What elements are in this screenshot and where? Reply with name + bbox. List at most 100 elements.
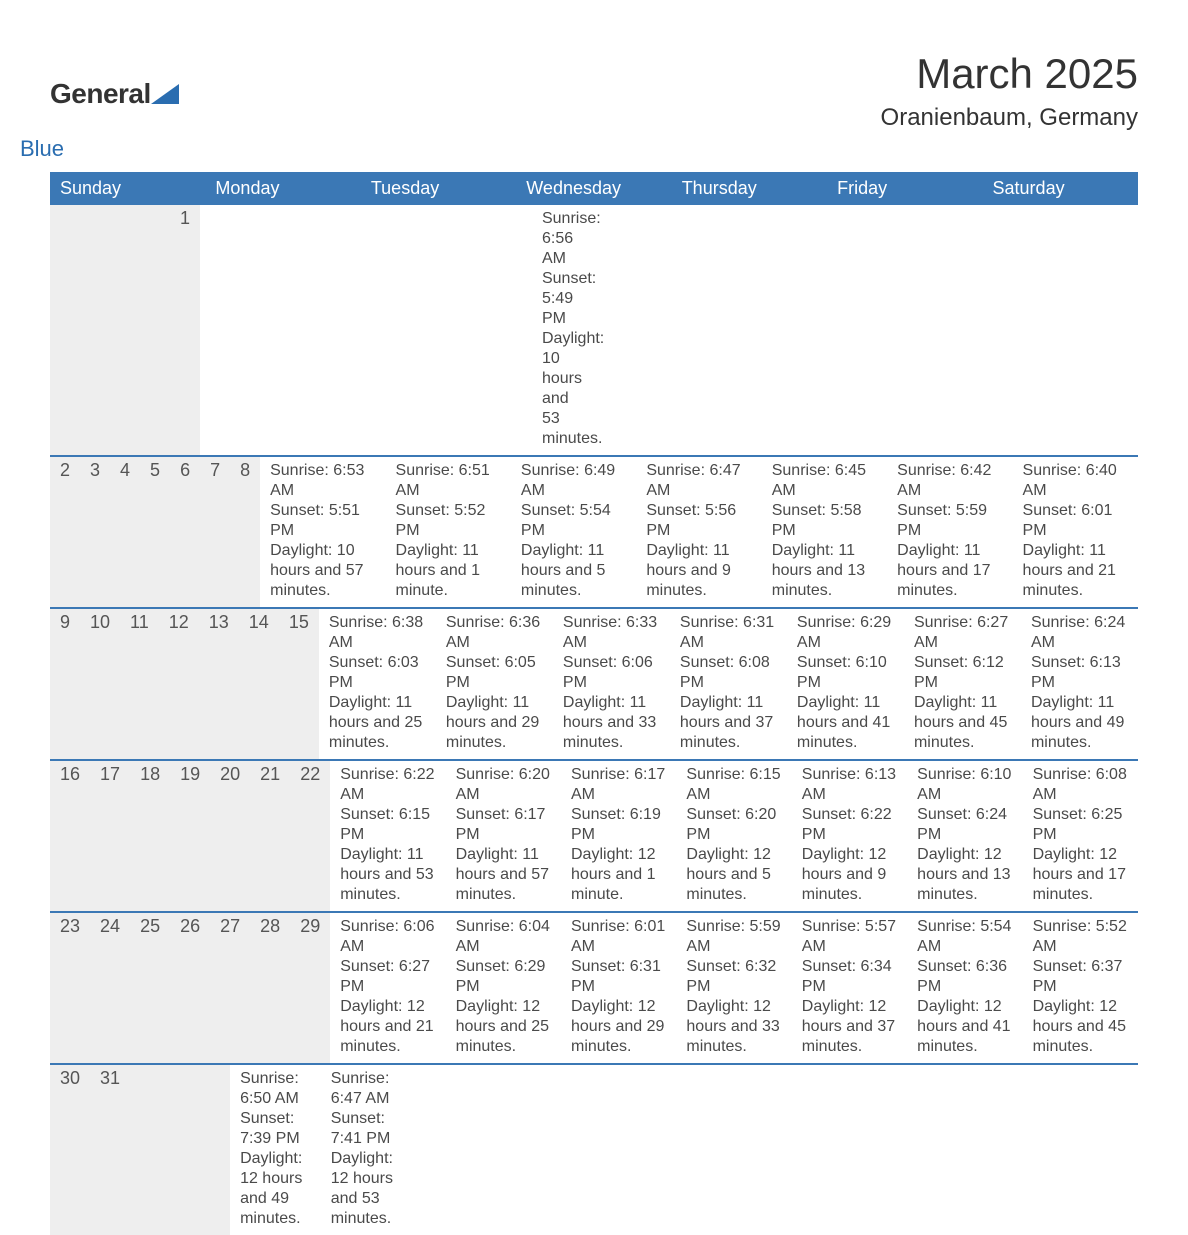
daynum-bar: 1 <box>50 205 200 455</box>
sunrise-line: Sunrise: 6:17 AM <box>571 765 666 805</box>
day-body: Sunrise: 6:36 AMSunset: 6:05 PMDaylight:… <box>436 609 553 759</box>
day-cell <box>774 1065 865 1235</box>
day-body: Sunrise: 6:45 AMSunset: 5:58 PMDaylight:… <box>762 457 887 607</box>
day-body: Sunrise: 6:22 AMSunset: 6:15 PMDaylight:… <box>330 761 445 911</box>
sunrise-line: Sunrise: 5:59 AM <box>686 917 781 957</box>
day-number: 1 <box>170 205 200 455</box>
dow-saturday: Saturday <box>983 172 1138 205</box>
day-number: 2 <box>50 457 80 607</box>
day-cell <box>255 205 310 455</box>
sunset-line: Sunset: 5:56 PM <box>646 501 751 541</box>
day-cell: Sunrise: 6:31 AMSunset: 6:08 PMDaylight:… <box>670 609 787 759</box>
daylight-line: Daylight: 11 hours and 1 minute. <box>396 541 501 601</box>
day-number <box>110 205 130 455</box>
daylight-line: Daylight: 11 hours and 5 minutes. <box>521 541 626 601</box>
day-cell: Sunrise: 5:59 AMSunset: 6:32 PMDaylight:… <box>676 913 791 1063</box>
sunset-line: Sunset: 6:34 PM <box>802 957 897 997</box>
day-cell: Sunrise: 6:17 AMSunset: 6:19 PMDaylight:… <box>561 761 676 911</box>
daynum-bar: 2345678 <box>50 457 260 607</box>
daylight-line: Daylight: 11 hours and 21 minutes. <box>1023 541 1128 601</box>
day-number: 10 <box>80 609 120 759</box>
sunrise-line: Sunrise: 6:24 AM <box>1031 613 1128 653</box>
sunrise-line: Sunrise: 6:01 AM <box>571 917 666 957</box>
day-body <box>502 1065 593 1075</box>
sunrise-line: Sunrise: 6:06 AM <box>340 917 435 957</box>
day-number: 17 <box>90 761 130 911</box>
day-body: Sunrise: 5:54 AMSunset: 6:36 PMDaylight:… <box>907 913 1022 1063</box>
day-number: 20 <box>210 761 250 911</box>
day-cell: Sunrise: 6:04 AMSunset: 6:29 PMDaylight:… <box>446 913 561 1063</box>
sunrise-line: Sunrise: 6:22 AM <box>340 765 435 805</box>
week-row: 23242526272829Sunrise: 6:06 AMSunset: 6:… <box>50 913 1138 1065</box>
sunrise-line: Sunrise: 6:29 AM <box>797 613 894 653</box>
day-cell: Sunrise: 6:47 AMSunset: 7:41 PMDaylight:… <box>321 1065 412 1235</box>
day-cell <box>200 205 255 455</box>
sunset-line: Sunset: 6:13 PM <box>1031 653 1128 693</box>
brand-logo: General Blue <box>50 78 179 162</box>
day-number: 29 <box>290 913 330 1063</box>
day-number <box>210 1065 230 1235</box>
day-number: 28 <box>250 913 290 1063</box>
day-cell: Sunrise: 6:45 AMSunset: 5:58 PMDaylight:… <box>762 457 887 607</box>
daylight-line: Daylight: 12 hours and 5 minutes. <box>686 845 781 905</box>
day-number <box>170 1065 190 1235</box>
day-body: Sunrise: 6:47 AMSunset: 7:41 PMDaylight:… <box>321 1065 412 1235</box>
day-cell <box>411 1065 502 1235</box>
day-number <box>130 1065 150 1235</box>
sunset-line: Sunset: 6:03 PM <box>329 653 426 693</box>
sunset-line: Sunset: 7:41 PM <box>331 1109 402 1149</box>
sunset-line: Sunset: 6:31 PM <box>571 957 666 997</box>
dow-monday: Monday <box>205 172 360 205</box>
day-body: Sunrise: 6:17 AMSunset: 6:19 PMDaylight:… <box>561 761 676 911</box>
daylight-line: Daylight: 11 hours and 29 minutes. <box>446 693 543 753</box>
day-number: 30 <box>50 1065 90 1235</box>
day-number: 31 <box>90 1065 130 1235</box>
daylight-line: Daylight: 12 hours and 53 minutes. <box>331 1149 402 1229</box>
sunset-line: Sunset: 5:51 PM <box>270 501 375 541</box>
daylight-line: Daylight: 11 hours and 57 minutes. <box>456 845 551 905</box>
day-cell: Sunrise: 6:24 AMSunset: 6:13 PMDaylight:… <box>1021 609 1138 759</box>
day-cell: Sunrise: 6:08 AMSunset: 6:25 PMDaylight:… <box>1023 761 1138 911</box>
daylight-line: Daylight: 12 hours and 45 minutes. <box>1033 997 1128 1057</box>
week-row: 16171819202122Sunrise: 6:22 AMSunset: 6:… <box>50 761 1138 913</box>
sunrise-line: Sunrise: 6:15 AM <box>686 765 781 805</box>
sunset-line: Sunset: 6:06 PM <box>563 653 660 693</box>
sunrise-line: Sunrise: 6:47 AM <box>646 461 751 501</box>
day-cell: Sunrise: 6:56 AMSunset: 5:49 PMDaylight:… <box>532 205 587 455</box>
day-cell: Sunrise: 6:06 AMSunset: 6:27 PMDaylight:… <box>330 913 445 1063</box>
dow-sunday: Sunday <box>50 172 205 205</box>
day-body: Sunrise: 6:42 AMSunset: 5:59 PMDaylight:… <box>887 457 1012 607</box>
sunrise-line: Sunrise: 6:04 AM <box>456 917 551 957</box>
sunrise-line: Sunrise: 6:20 AM <box>456 765 551 805</box>
day-cell <box>477 205 532 455</box>
day-number: 27 <box>210 913 250 1063</box>
day-number <box>70 205 90 455</box>
day-number: 7 <box>200 457 230 607</box>
day-number: 21 <box>250 761 290 911</box>
day-cell: Sunrise: 6:33 AMSunset: 6:06 PMDaylight:… <box>553 609 670 759</box>
sunrise-line: Sunrise: 5:54 AM <box>917 917 1012 957</box>
daynum-bar: 9101112131415 <box>50 609 319 759</box>
sunrise-line: Sunrise: 6:49 AM <box>521 461 626 501</box>
day-body: Sunrise: 6:13 AMSunset: 6:22 PMDaylight:… <box>792 761 907 911</box>
sunset-line: Sunset: 6:10 PM <box>797 653 894 693</box>
sunset-line: Sunset: 6:37 PM <box>1033 957 1128 997</box>
sunset-line: Sunset: 6:05 PM <box>446 653 543 693</box>
daylight-line: Daylight: 12 hours and 33 minutes. <box>686 997 781 1057</box>
sunset-line: Sunset: 5:54 PM <box>521 501 626 541</box>
day-cell <box>502 1065 593 1235</box>
day-body: Sunrise: 6:24 AMSunset: 6:13 PMDaylight:… <box>1021 609 1138 759</box>
day-cell: Sunrise: 5:57 AMSunset: 6:34 PMDaylight:… <box>792 913 907 1063</box>
day-body: Sunrise: 6:31 AMSunset: 6:08 PMDaylight:… <box>670 609 787 759</box>
daylight-line: Daylight: 12 hours and 49 minutes. <box>240 1149 311 1229</box>
brand-triangle-icon <box>151 84 179 104</box>
day-cell: Sunrise: 5:54 AMSunset: 6:36 PMDaylight:… <box>907 913 1022 1063</box>
day-body: Sunrise: 6:50 AMSunset: 7:39 PMDaylight:… <box>230 1065 321 1235</box>
sunset-line: Sunset: 6:25 PM <box>1033 805 1128 845</box>
sunset-line: Sunset: 6:17 PM <box>456 805 551 845</box>
sunset-line: Sunset: 6:19 PM <box>571 805 666 845</box>
day-body <box>593 1065 684 1075</box>
day-cell: Sunrise: 6:10 AMSunset: 6:24 PMDaylight:… <box>907 761 1022 911</box>
sunset-line: Sunset: 6:20 PM <box>686 805 781 845</box>
day-cell: Sunrise: 6:22 AMSunset: 6:15 PMDaylight:… <box>330 761 445 911</box>
